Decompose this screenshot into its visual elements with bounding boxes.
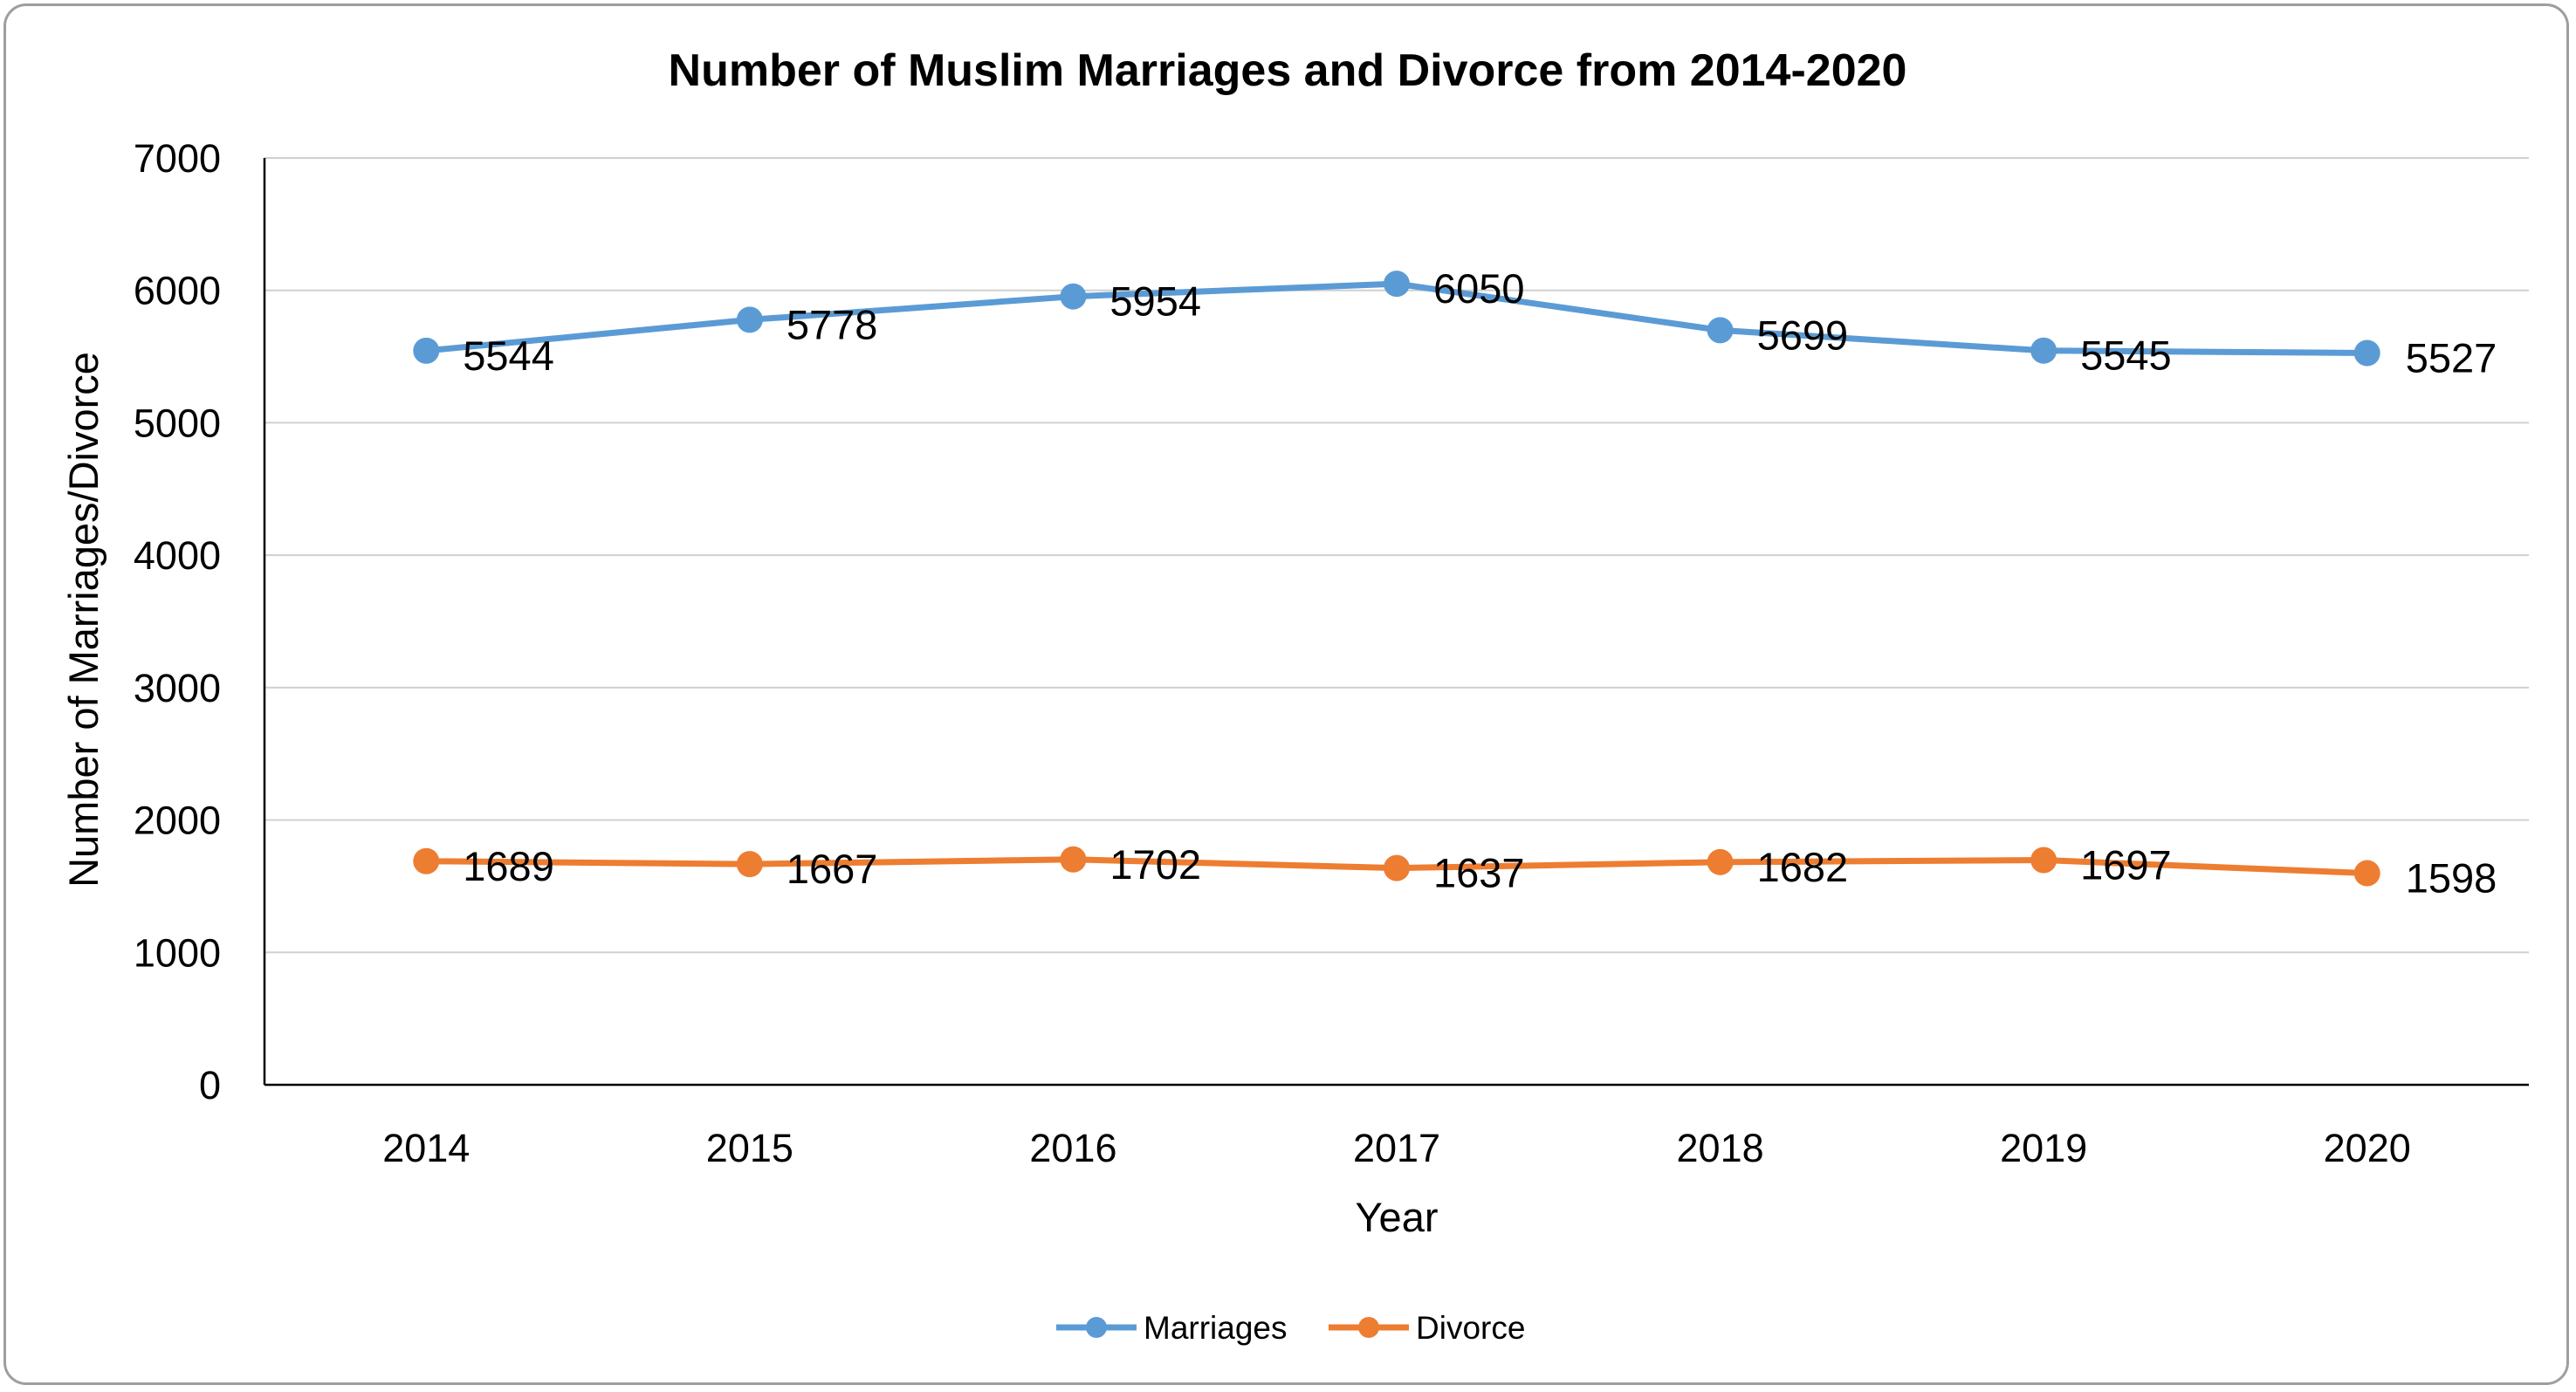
data-label: 5545 [2080,333,2172,379]
data-point [413,337,440,364]
legend-label: Marriages [1144,1310,1288,1346]
data-label: 1697 [2080,842,2172,888]
x-axis-ticks: 2014 2015 2016 2017 2018 2019 2020 [382,1126,2411,1170]
data-point [736,306,763,333]
y-tick-label: 3000 [134,666,221,710]
x-tick-label: 2015 [706,1126,793,1170]
axes [263,158,2529,1087]
chart-frame [3,3,2569,1385]
data-label: 1682 [1757,844,1849,890]
y-tick-label: 7000 [134,136,221,181]
data-label: 5699 [1757,312,1849,358]
y-tick-label: 2000 [134,799,221,843]
y-axis-ticks: 0 1000 2000 3000 4000 5000 6000 7000 [134,136,221,1107]
data-label: 5954 [1109,278,1201,325]
data-point [2030,337,2057,364]
x-tick-label: 2019 [2000,1126,2087,1170]
data-label: 6050 [1433,265,1525,312]
data-point [1707,317,1734,344]
x-tick-label: 2017 [1353,1126,1440,1170]
legend-label: Divorce [1416,1310,1525,1346]
data-point [1060,846,1087,873]
data-point [1060,283,1087,310]
data-label: 5544 [463,333,554,379]
x-tick-label: 2018 [1677,1126,1764,1170]
data-point [2353,339,2380,367]
data-point [736,851,763,878]
y-tick-label: 6000 [134,269,221,313]
data-label: 5527 [2406,334,2497,381]
data-label: 1598 [2406,855,2497,902]
data-label: 1689 [463,843,554,889]
data-point [2030,847,2057,874]
y-tick-label: 4000 [134,533,221,578]
y-tick-label: 5000 [134,401,221,445]
data-point [1384,271,1410,298]
data-label: 1637 [1433,850,1525,896]
x-tick-label: 2020 [2324,1126,2411,1170]
chart-title: Number of Muslim Marriages and Divorce f… [669,45,1907,96]
legend-marker [1086,1317,1107,1338]
y-tick-label: 1000 [134,930,221,975]
data-label: 5778 [787,301,878,347]
series-layer [413,271,2380,887]
data-point [2353,860,2380,887]
data-label: 1667 [787,846,878,892]
x-tick-label: 2014 [382,1126,470,1170]
data-label: 1702 [1109,841,1201,888]
data-point [413,847,440,874]
data-point [1384,854,1410,881]
data-point [1707,848,1734,875]
legend-marker [1358,1317,1379,1338]
legend: Marriages Divorce [1056,1310,1525,1346]
y-tick-label: 0 [199,1063,221,1107]
y-axis-title: Number of Marriages/Divorce [60,352,106,888]
x-axis-title: Year [1356,1194,1439,1240]
x-tick-label: 2016 [1029,1126,1116,1170]
data-labels: 5544 5778 5954 6050 5699 5545 5527 1689 1667 1702… [463,265,2497,901]
